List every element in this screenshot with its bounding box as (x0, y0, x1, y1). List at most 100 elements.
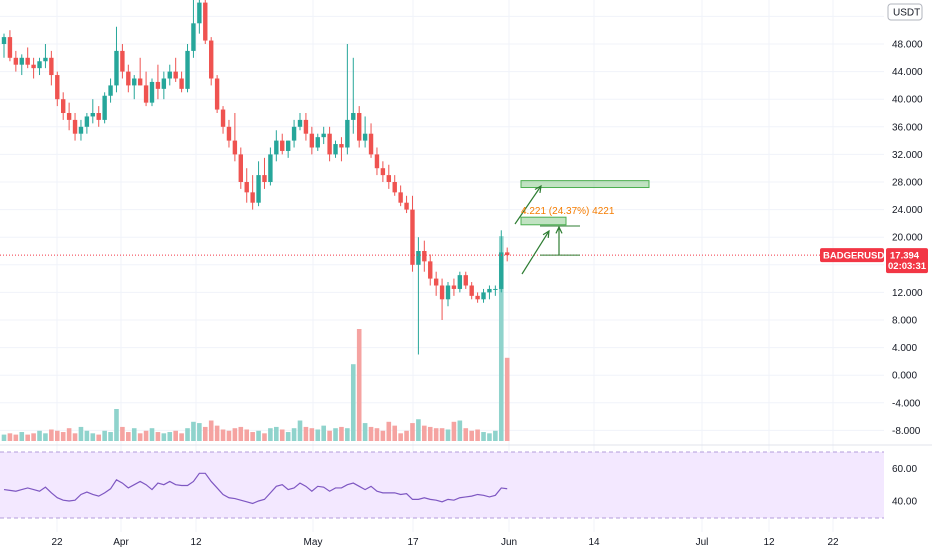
candle-body[interactable] (422, 251, 427, 262)
candle-body[interactable] (143, 85, 149, 103)
candle-body[interactable] (226, 126, 232, 141)
candle-body[interactable] (268, 154, 273, 182)
candle-body[interactable] (132, 78, 137, 86)
candle-body[interactable] (463, 275, 468, 286)
candle-body[interactable] (55, 75, 60, 100)
candle-body[interactable] (374, 154, 380, 169)
candle-body[interactable] (315, 137, 320, 148)
candle-body[interactable] (232, 140, 238, 155)
volume-bar (131, 428, 137, 441)
candle-body[interactable] (499, 252, 504, 289)
candle-body[interactable] (457, 275, 463, 289)
candle-body[interactable] (102, 95, 107, 120)
candle-body[interactable] (1, 37, 7, 44)
candle-body[interactable] (203, 2, 208, 41)
symbol-label: BADGERUSDT (823, 251, 890, 262)
candle-body[interactable] (451, 285, 457, 289)
candle-body[interactable] (13, 57, 19, 65)
candle-body[interactable] (362, 133, 368, 141)
candle-body[interactable] (120, 50, 125, 72)
candle-body[interactable] (487, 288, 492, 293)
candle-body[interactable] (214, 78, 220, 110)
candle-body[interactable] (380, 168, 386, 176)
candle-body[interactable] (475, 295, 480, 300)
candle-body[interactable] (291, 126, 297, 141)
candle-body[interactable] (43, 57, 48, 62)
candle-body[interactable] (481, 292, 486, 300)
candle-body[interactable] (256, 175, 261, 203)
candle-body[interactable] (416, 251, 421, 265)
candle-body[interactable] (66, 113, 72, 120)
candle-body[interactable] (309, 133, 315, 148)
candle-body[interactable] (339, 144, 344, 148)
candle-body[interactable] (333, 144, 338, 155)
candle-body[interactable] (244, 182, 249, 193)
target-box-upper[interactable] (520, 180, 650, 189)
volume-bar (167, 432, 173, 441)
candle-body[interactable] (262, 175, 267, 182)
candle-body[interactable] (327, 133, 332, 155)
candle-body[interactable] (368, 133, 374, 155)
candle-body[interactable] (439, 285, 445, 300)
drawings[interactable] (514, 180, 650, 275)
candle-body[interactable] (386, 175, 391, 182)
candle-body[interactable] (179, 78, 184, 89)
volume-bar (49, 429, 54, 441)
candle-body[interactable] (49, 57, 54, 76)
candle-body[interactable] (404, 202, 409, 210)
candle-body[interactable] (433, 278, 439, 286)
candle-body[interactable] (155, 81, 161, 89)
candle-body[interactable] (7, 37, 13, 58)
candle-body[interactable] (90, 113, 95, 117)
candle-body[interactable] (78, 126, 84, 134)
price-axis[interactable]: 52.00048.00044.00040.00036.00032.00028.0… (892, 12, 923, 437)
projection-arrow-upper[interactable] (514, 185, 542, 225)
candle-body[interactable] (126, 71, 131, 86)
currency-label[interactable]: USDT (887, 3, 923, 21)
candle-body[interactable] (285, 140, 291, 151)
candle-body[interactable] (220, 109, 226, 127)
candle-body[interactable] (61, 99, 66, 113)
candle-body[interactable] (280, 140, 285, 151)
candle-body[interactable] (410, 209, 415, 265)
candle-body[interactable] (493, 288, 498, 290)
candle-body[interactable] (297, 119, 303, 127)
candles[interactable] (1, 0, 510, 355)
candle-body[interactable] (114, 50, 119, 86)
candle-body[interactable] (185, 50, 190, 89)
candle-body[interactable] (197, 2, 202, 24)
candle-body[interactable] (137, 78, 143, 86)
candle-body[interactable] (72, 119, 78, 134)
candle-body[interactable] (445, 285, 451, 300)
candle-body[interactable] (392, 182, 397, 193)
candle-body[interactable] (357, 113, 362, 141)
candle-body[interactable] (173, 71, 178, 79)
candle-body[interactable] (398, 192, 403, 203)
candle-body[interactable] (84, 116, 90, 127)
candle-body[interactable] (428, 261, 433, 279)
candle-body[interactable] (19, 57, 24, 65)
candle-body[interactable] (351, 113, 356, 120)
candle-body[interactable] (209, 40, 214, 79)
candle-body[interactable] (345, 119, 350, 148)
candle-body[interactable] (37, 61, 42, 69)
candle-body[interactable] (167, 71, 172, 79)
candle-body[interactable] (250, 192, 255, 203)
candle-body[interactable] (303, 119, 309, 134)
candle-body[interactable] (274, 140, 279, 155)
time-axis[interactable]: 22 Apr 12 May 17 Jun 14 Jul 12 22 (51, 537, 839, 548)
candle-body[interactable] (191, 23, 196, 51)
candle-body[interactable] (321, 133, 326, 138)
projection-arrow-lower[interactable] (521, 230, 550, 275)
candle-body[interactable] (149, 81, 155, 103)
candle-body[interactable] (31, 64, 36, 69)
candle-body[interactable] (108, 85, 113, 96)
candle-body[interactable] (469, 285, 474, 296)
candle-body[interactable] (505, 252, 510, 256)
target-box-lower[interactable] (520, 216, 567, 226)
candle-body[interactable] (25, 57, 30, 65)
candle-body[interactable] (238, 154, 243, 182)
candle-body[interactable] (161, 78, 167, 89)
candle-body[interactable] (96, 113, 101, 120)
